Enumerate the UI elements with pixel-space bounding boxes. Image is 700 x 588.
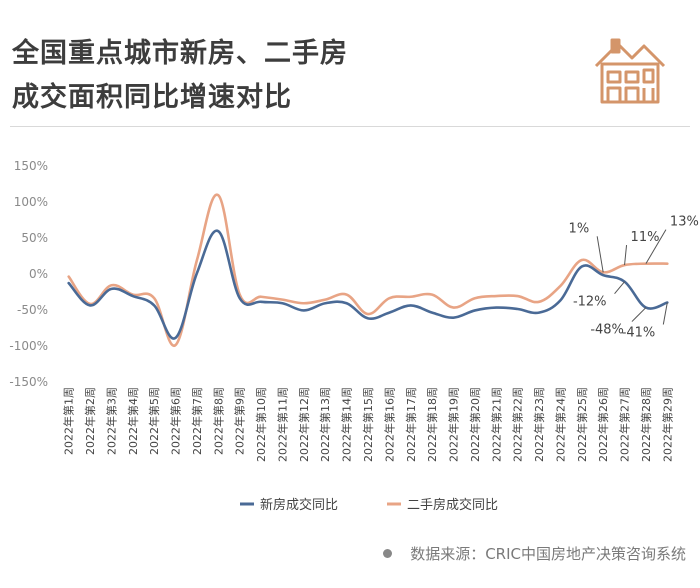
annotation-leader: [645, 229, 667, 264]
source-note: 数据来源：CRIC中国房地产决策咨询系统: [383, 543, 686, 564]
source-text: 数据来源：CRIC中国房地产决策咨询系统: [410, 545, 686, 563]
y-tick-label: -50%: [17, 303, 48, 317]
x-tick-label: 2022年第7周: [190, 387, 204, 455]
chart-title-line1: 全国重点城市新房、二手房: [12, 38, 348, 69]
x-tick-label: 2022年第8周: [211, 387, 225, 455]
x-tick-label: 2022年第20周: [468, 387, 482, 462]
x-tick-label: 2022年第4周: [126, 387, 140, 455]
x-tick-label: 2022年第5周: [147, 387, 161, 455]
x-tick-label: 2022年第17周: [404, 387, 418, 462]
line-chart: 150% 100% 50% 0% -50% -100% -150% 2022年第1周 2022年…: [9, 159, 699, 513]
y-tick-label: 150%: [14, 159, 48, 173]
x-tick-label: 2022年第15周: [361, 387, 375, 462]
series-line-new-house: [67, 229, 669, 340]
legend-label-new-house: 新房成交同比: [260, 497, 338, 513]
x-tick-label: 2022年第24周: [553, 387, 567, 462]
x-tick-label: 2022年第2周: [83, 387, 97, 455]
x-tick-label: 2022年第14周: [340, 387, 354, 462]
x-tick-label: 2022年第28周: [639, 387, 653, 462]
x-tick-label: 2022年第21周: [489, 387, 503, 462]
annotation-leader: [614, 281, 625, 294]
x-tick-label: 2022年第16周: [382, 387, 396, 462]
data-label: 11%: [631, 230, 660, 245]
x-tick-label: 2022年第11周: [275, 387, 289, 462]
data-label: -48%: [590, 323, 624, 338]
x-tick-label: 2022年第26周: [596, 387, 610, 462]
y-tick-label: -100%: [9, 339, 48, 353]
data-label: 13%: [670, 215, 699, 230]
annotation-leader: [662, 302, 668, 325]
data-label: -41%: [622, 326, 656, 341]
x-tick-label: 2022年第25周: [575, 387, 589, 462]
chart-title-line2: 成交面积同比增速对比: [12, 82, 292, 113]
x-tick-label: 2022年第1周: [62, 387, 76, 455]
annotation-leader: [624, 245, 628, 266]
x-tick-label: 2022年第9周: [233, 387, 247, 455]
y-tick-label: 0%: [29, 267, 48, 281]
y-tick-label: -150%: [9, 375, 48, 389]
y-tick-label: 50%: [21, 231, 48, 245]
x-tick-label: 2022年第23周: [532, 387, 546, 462]
x-tick-label: 2022年第10周: [254, 387, 268, 462]
legend-label-second-hand: 二手房成交同比: [407, 497, 498, 513]
x-tick-label: 2022年第22周: [511, 387, 525, 462]
x-tick-label: 2022年第3周: [104, 387, 118, 455]
x-tick-label: 2022年第12周: [297, 387, 311, 462]
x-tick-label: 2022年第13周: [318, 387, 332, 462]
x-tick-label: 2022年第27周: [618, 387, 632, 462]
x-tick-label: 2022年第19周: [447, 387, 461, 462]
x-tick-label: 2022年第29周: [660, 387, 674, 462]
x-tick-label: 2022年第6周: [169, 387, 183, 455]
annotation-leader: [596, 236, 604, 273]
series-line-second-hand: [67, 193, 669, 347]
title-divider: [10, 126, 690, 127]
y-tick-label: 100%: [14, 195, 48, 209]
house-icon: [594, 38, 666, 104]
bullet-icon: [383, 549, 393, 558]
chart-title: 全国重点城市新房、二手房 成交面积同比增速对比: [12, 32, 348, 120]
data-label: -12%: [573, 295, 607, 310]
data-label: 1%: [569, 221, 590, 236]
annotation-leader: [631, 307, 647, 322]
x-tick-label: 2022年第18周: [425, 387, 439, 462]
